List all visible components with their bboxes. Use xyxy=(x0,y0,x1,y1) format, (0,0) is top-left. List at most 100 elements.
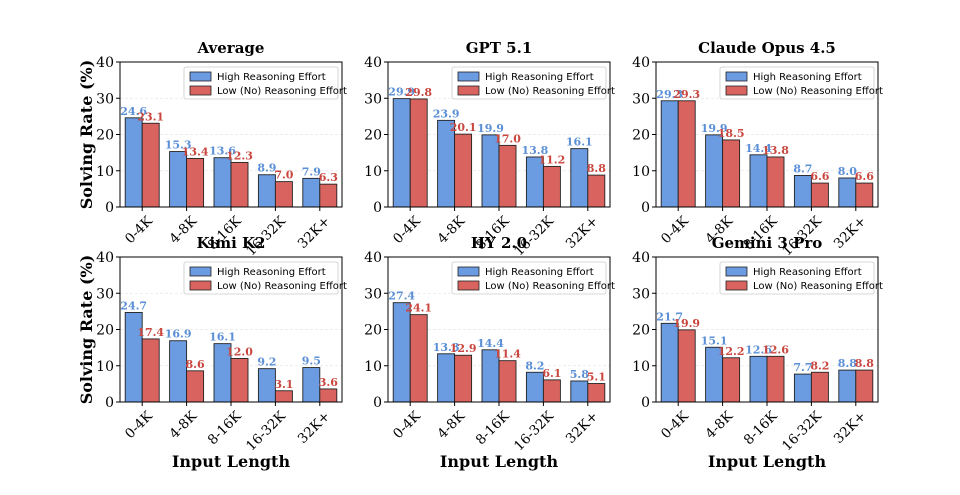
y-axis-label: Solving Rate (%) xyxy=(77,255,96,405)
x-tick-label: 4-8K xyxy=(434,213,468,247)
legend-swatch-high xyxy=(725,266,748,277)
bar-high xyxy=(302,177,321,208)
data-label-low: 7.0 xyxy=(274,169,293,182)
data-label-low: 17.0 xyxy=(494,132,521,145)
legend: High Reasoning Effort Low (No) Reasoning … xyxy=(719,66,883,100)
data-label-low: 12.2 xyxy=(718,345,745,358)
panel-title: Average xyxy=(197,39,265,57)
data-label-low: 13.8 xyxy=(762,144,789,157)
bar-low xyxy=(186,370,205,403)
x-tick-label: 4-8K xyxy=(166,408,200,442)
y-tick-label: 0 xyxy=(373,395,382,411)
bar-low xyxy=(542,165,561,208)
data-label-low: 18.5 xyxy=(718,127,745,140)
bar-low xyxy=(587,383,606,403)
x-tick-label: 32K+ xyxy=(295,408,334,447)
panel-title: GPT 5.1 xyxy=(466,39,533,57)
data-label-low: 8.2 xyxy=(810,359,829,372)
panel-6: Gemini 3 Pro 21.719.9 0-4K 15.112.2 4-8K 12.6… xyxy=(632,234,883,454)
x-axis-label: Input Length xyxy=(440,452,559,471)
legend-swatch-low xyxy=(725,85,748,96)
x-tick-label: 8-16K xyxy=(205,408,246,449)
x-axis-label: Input Length xyxy=(708,452,827,471)
data-label-high: 16.1 xyxy=(209,331,236,344)
y-tick-label: 30 xyxy=(364,91,382,107)
legend-box xyxy=(719,261,875,295)
legend: High Reasoning Effort Low (No) Reasoning … xyxy=(451,66,615,100)
panel-title: Claude Opus 4.5 xyxy=(698,39,836,57)
bar-low xyxy=(587,174,606,208)
bar-low xyxy=(722,357,741,403)
data-label-low: 3.1 xyxy=(274,378,293,391)
bar-high xyxy=(570,380,589,403)
data-label-high: 21.7 xyxy=(656,310,683,323)
legend-swatch-high xyxy=(189,266,212,277)
legend-swatch-high xyxy=(189,71,212,82)
y-tick-label: 0 xyxy=(641,200,650,216)
x-tick-label: 32K+ xyxy=(831,408,870,447)
y-tick-label: 20 xyxy=(632,323,650,339)
y-tick-label: 40 xyxy=(96,55,114,71)
data-label-high: 15.1 xyxy=(701,334,728,347)
data-label-high: 19.9 xyxy=(701,122,728,135)
legend-box xyxy=(183,66,339,100)
y-tick-label: 30 xyxy=(96,91,114,107)
legend-box xyxy=(451,66,607,100)
bar-high xyxy=(392,98,411,208)
data-label-high: 8.8 xyxy=(838,357,857,370)
x-tick-label: 4-8K xyxy=(702,408,736,442)
panel-title: Kimi K2 xyxy=(196,234,265,252)
panel-4: Kimi K2 24.7 17.4 0-4K 16.9 8.6 4-8K 16.1 12.0 8-… xyxy=(96,234,347,454)
legend-swatch-high xyxy=(725,71,748,82)
axes-frame xyxy=(655,61,879,208)
x-tick-label: 8-16K xyxy=(473,408,514,449)
legend-swatch-high xyxy=(457,266,480,277)
x-tick-label: 0-4K xyxy=(658,408,692,442)
panel-5: HY 2.0 27.424.1 0-4K 13.312.9 4-8K 14.411.4 8-… xyxy=(364,234,615,454)
data-label-high: 8.9 xyxy=(257,162,276,175)
x-tick-label: 16-32K xyxy=(243,408,290,455)
legend-label-high: High Reasoning Effort xyxy=(485,267,594,278)
bar-high xyxy=(749,355,768,403)
y-tick-label: 0 xyxy=(105,200,114,216)
bar-high xyxy=(838,369,857,403)
x-tick-label: 0-4K xyxy=(122,408,156,442)
y-tick-label: 40 xyxy=(96,250,114,266)
bar-high xyxy=(570,148,589,208)
x-tick-label: 32K+ xyxy=(295,213,334,252)
x-tick-label: 32K+ xyxy=(563,408,602,447)
data-label-low: 5.1 xyxy=(587,371,606,384)
legend-swatch-low xyxy=(457,85,480,96)
data-label-high: 24.6 xyxy=(120,105,147,118)
legend-swatch-low xyxy=(189,85,212,96)
bar-low xyxy=(766,355,785,403)
bar-low xyxy=(409,314,428,403)
panel-1: Average24.623.10-4K15.313.44-8K13.612.38… xyxy=(96,39,347,259)
data-label-high: 15.3 xyxy=(165,139,192,152)
legend: High Reasoning Effort Low (No) Reasoning … xyxy=(183,66,347,100)
x-tick-label: 0-4K xyxy=(390,213,424,247)
y-tick-label: 20 xyxy=(364,128,382,144)
x-axis-label: Input Length xyxy=(172,452,291,471)
y-tick-label: 10 xyxy=(632,359,650,375)
y-tick-label: 30 xyxy=(632,286,650,302)
data-label-low: 11.4 xyxy=(494,348,521,361)
data-label-high: 13.6 xyxy=(209,145,236,158)
y-axis-label: Solving Rate (%) xyxy=(77,60,96,210)
y-tick-label: 20 xyxy=(96,128,114,144)
data-label-low: 29.8 xyxy=(405,86,432,99)
y-tick-label: 10 xyxy=(632,164,650,180)
bar-high xyxy=(257,174,276,208)
legend-swatch-low xyxy=(189,280,212,291)
data-label-high: 27.4 xyxy=(388,290,415,303)
x-tick-label: 16-32K xyxy=(511,408,558,455)
legend-label-low: Low (No) Reasoning Effort xyxy=(753,281,883,292)
legend-label-low: Low (No) Reasoning Effort xyxy=(485,281,615,292)
bar-low xyxy=(810,182,829,208)
bar-high xyxy=(392,302,411,403)
data-label-low: 12.0 xyxy=(226,346,253,359)
x-tick-label: 8-16K xyxy=(741,408,782,449)
legend-box xyxy=(451,261,607,295)
bar-low xyxy=(319,183,338,208)
